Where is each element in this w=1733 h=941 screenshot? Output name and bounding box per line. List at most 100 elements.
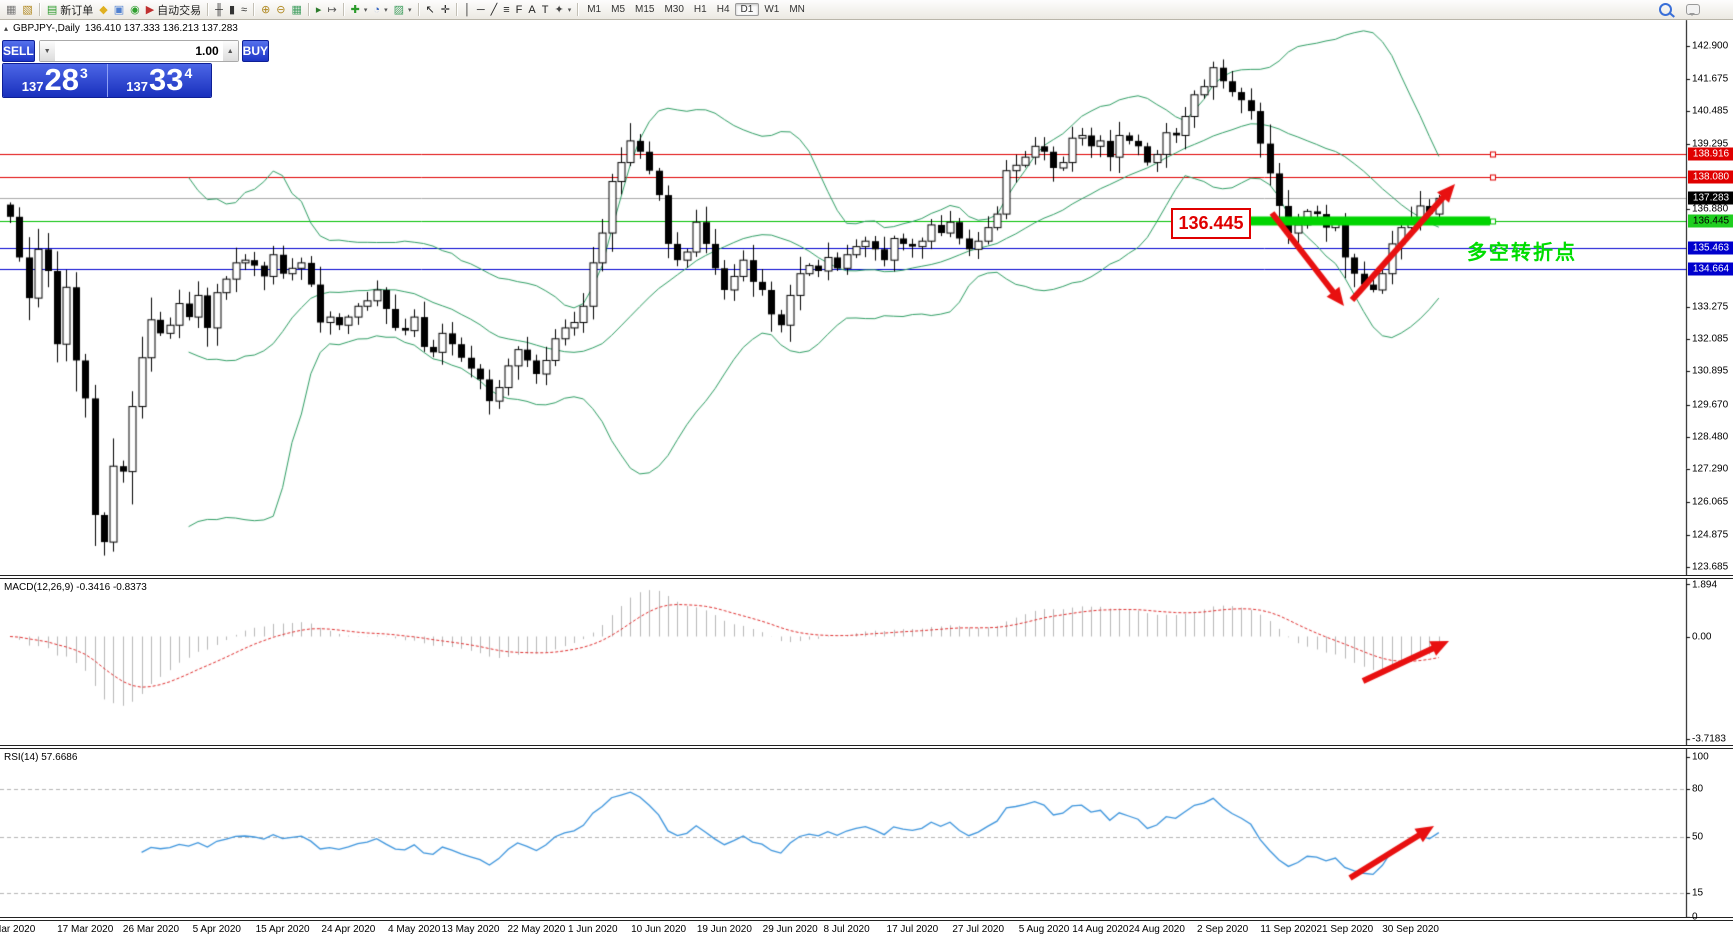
chart-shift-icon-glyph: ↦ bbox=[327, 3, 337, 16]
buy-price[interactable]: 137 33 4 bbox=[107, 64, 211, 97]
chart-shift-icon[interactable]: ↦ bbox=[324, 2, 339, 18]
channel-icon[interactable]: ≡ bbox=[500, 2, 512, 18]
date-axis-label: 24 Apr 2020 bbox=[321, 924, 376, 935]
crosshair-icon[interactable]: ✛ bbox=[438, 2, 453, 18]
templates-glyph: ▨ bbox=[393, 3, 404, 16]
date-axis-label: 5 Mar 2020 bbox=[0, 924, 36, 935]
macd-rsi-splitter[interactable] bbox=[0, 745, 1733, 749]
vline-icon-glyph: │ bbox=[463, 3, 471, 16]
chat-icon[interactable] bbox=[1686, 4, 1700, 16]
one-click-trading-panel: SELL ▼ ▲ BUY 137 28 3 137 33 4 bbox=[2, 40, 270, 98]
line-chart-icon[interactable]: ≈ bbox=[238, 2, 250, 18]
zoom-in-icon-glyph: ⊕ bbox=[261, 3, 271, 16]
channel-icon-glyph: ≡ bbox=[503, 3, 510, 16]
templates-dropdown[interactable]: ▨ ▾ bbox=[393, 3, 412, 16]
date-axis-label: 21 Sep 2020 bbox=[1316, 924, 1374, 935]
date-axis-label: 5 Apr 2020 bbox=[192, 924, 241, 935]
sell-button[interactable]: SELL bbox=[2, 40, 35, 62]
chart-window-icon-glyph: ▦ bbox=[6, 3, 17, 16]
date-axis-label: 10 Jun 2020 bbox=[631, 924, 687, 935]
vline-icon[interactable]: │ bbox=[461, 2, 474, 18]
shapes-glyph: ✦ bbox=[554, 3, 564, 16]
text-icon[interactable]: A bbox=[525, 2, 538, 18]
indicators-dropdown[interactable]: ✚ ▾ bbox=[350, 3, 368, 16]
autotrading-button[interactable]: ▶ 自动交易 bbox=[145, 3, 202, 17]
crosshair-icon-glyph: ✛ bbox=[440, 3, 450, 16]
date-axis-label: 14 Aug 2020 bbox=[1072, 924, 1129, 935]
timeframe-m1[interactable]: M1 bbox=[587, 4, 602, 15]
rsi-axis-tick: 50 bbox=[1692, 831, 1704, 843]
main-macd-splitter[interactable] bbox=[0, 575, 1733, 579]
timeframe-w1[interactable]: W1 bbox=[764, 4, 780, 15]
zoom-out-icon-glyph: ⊖ bbox=[276, 3, 286, 16]
price-axis-tick: 128.480 bbox=[1692, 431, 1729, 443]
sell-price[interactable]: 137 28 3 bbox=[3, 64, 108, 97]
date-axis-label: 29 Jun 2020 bbox=[762, 924, 818, 935]
date-axis-label: 8 Jul 2020 bbox=[823, 924, 870, 935]
price-flag-136445[interactable]: 136.445 bbox=[1171, 208, 1251, 239]
price-axis-tick: 127.290 bbox=[1692, 463, 1729, 475]
volume-box: ▼ ▲ bbox=[38, 40, 239, 62]
one-click-toggle-icon[interactable]: ▴ bbox=[4, 24, 9, 33]
timeframe-m15[interactable]: M15 bbox=[635, 4, 655, 15]
candlestick-icon-glyph: ▮ bbox=[228, 3, 236, 16]
bar-chart-icon[interactable]: ╫ bbox=[212, 2, 226, 18]
date-axis-label: 17 Mar 2020 bbox=[57, 924, 114, 935]
timeframe-mn[interactable]: MN bbox=[789, 4, 805, 15]
price-axis-tick: 141.675 bbox=[1692, 73, 1729, 85]
experts-icon-glyph: ▣ bbox=[113, 3, 125, 16]
price-line-badge: 136.445 bbox=[1688, 214, 1733, 228]
price-axis-tick: 126.065 bbox=[1692, 496, 1729, 508]
line-chart-icon-glyph: ≈ bbox=[241, 3, 248, 16]
shapes-dropdown[interactable]: ✦ ▾ bbox=[554, 3, 572, 16]
chart-profile-icon-glyph: ▧ bbox=[22, 3, 33, 16]
cursor-icon-glyph: ↖ bbox=[425, 3, 435, 16]
main-toolbar: ▦ ▧ ▤ 新订单 ◆ ▣ ◉ ▶ 自动交易 ╫ ▮ ≈ ⊕ ⊖ ▦ ▸ ↦ ✚ ▾ ◔ ▾ ▨ ▾ ↖ ✛ │ ─ ╱ ≡ F A T ✦ ▾ M… bbox=[0, 0, 1733, 20]
date-axis-label: 30 Sep 2020 bbox=[1382, 924, 1439, 935]
bar-chart-icon-glyph: ╫ bbox=[215, 3, 223, 16]
autoscroll-icon[interactable]: ▸ bbox=[313, 2, 325, 18]
date-axis-label: 11 Sep 2020 bbox=[1260, 924, 1317, 935]
price-axis-tick: 136.880 bbox=[1692, 203, 1729, 215]
signals-icon[interactable]: ◉ bbox=[127, 2, 143, 18]
label-icon[interactable]: T bbox=[539, 2, 552, 18]
trendline-icon[interactable]: ╱ bbox=[488, 2, 501, 18]
candlestick-icon[interactable]: ▮ bbox=[226, 2, 238, 18]
timeframe-h4[interactable]: H4 bbox=[716, 4, 730, 15]
timeframe-h1[interactable]: H1 bbox=[693, 4, 707, 15]
timeframe-m30[interactable]: M30 bbox=[664, 4, 684, 15]
timeframe-m5[interactable]: M5 bbox=[611, 4, 626, 15]
date-axis-label: 26 Mar 2020 bbox=[122, 924, 180, 935]
periods-dropdown[interactable]: ◔ ▾ bbox=[373, 3, 388, 16]
buy-button[interactable]: BUY bbox=[241, 40, 270, 62]
metaeditor-icon[interactable]: ◆ bbox=[96, 2, 110, 18]
date-axis-label: 19 Jun 2020 bbox=[696, 924, 752, 935]
new-order-button[interactable]: ▤ 新订单 bbox=[46, 3, 94, 17]
volume-decrement-button[interactable]: ▼ bbox=[39, 41, 55, 61]
volume-input[interactable] bbox=[54, 41, 223, 61]
fibonacci-icon-glyph: F bbox=[515, 3, 523, 16]
tile-windows-icon[interactable]: ▦ bbox=[289, 2, 305, 18]
chart-profile-icon[interactable]: ▧ bbox=[19, 2, 35, 18]
price-axis-tick: 123.685 bbox=[1692, 561, 1729, 573]
hline-icon[interactable]: ─ bbox=[474, 2, 488, 18]
volume-increment-button[interactable]: ▲ bbox=[222, 41, 238, 61]
chart-window-icon[interactable]: ▦ bbox=[3, 2, 19, 18]
experts-icon[interactable]: ▣ bbox=[111, 2, 127, 18]
search-icon[interactable] bbox=[1659, 3, 1672, 16]
rsi-axis-tick: 100 bbox=[1692, 751, 1709, 763]
price-line-badge: 138.080 bbox=[1688, 170, 1733, 184]
zoom-out-icon[interactable]: ⊖ bbox=[273, 2, 288, 18]
timeframe-d1[interactable]: D1 bbox=[734, 3, 760, 16]
trendline-icon-glyph: ╱ bbox=[490, 3, 498, 16]
date-axis-label: 4 May 2020 bbox=[388, 924, 441, 935]
fibonacci-icon[interactable]: F bbox=[513, 2, 526, 18]
zoom-in-icon[interactable]: ⊕ bbox=[258, 2, 273, 18]
rsi-axis-tick: 15 bbox=[1692, 887, 1704, 899]
cursor-icon[interactable]: ↖ bbox=[423, 2, 438, 18]
symbol-period-label: GBPJPY-,Daily bbox=[13, 23, 80, 34]
rsi-axis-tick: 0 bbox=[1692, 911, 1698, 923]
price-axis-tick: 133.275 bbox=[1692, 301, 1729, 313]
